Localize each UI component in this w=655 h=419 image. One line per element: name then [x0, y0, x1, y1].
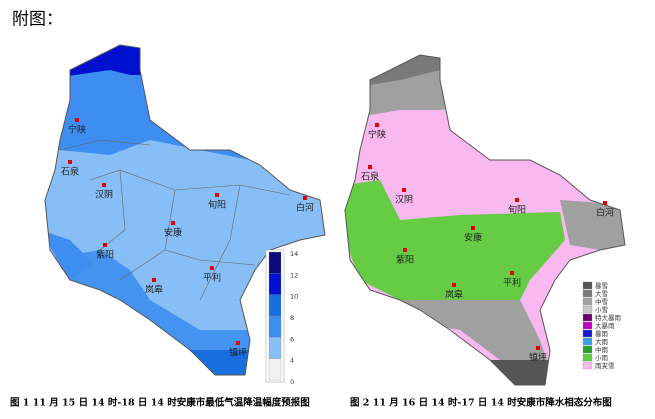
- county-label: 岚皋: [445, 289, 463, 301]
- county-label: 岚皋: [145, 284, 163, 296]
- legend-label: 大暴雨: [595, 321, 615, 330]
- county-label: 紫阳: [96, 250, 114, 261]
- county-label: 宁陕: [368, 129, 386, 141]
- county-label: 旬阳: [208, 199, 226, 211]
- county-marker: [152, 278, 156, 282]
- legend-label: 0: [290, 378, 294, 386]
- county-label: 汉阴: [95, 190, 113, 201]
- map-temperature: [45, 45, 325, 375]
- county-marker: [536, 346, 540, 350]
- legend-temperature: 14 12 10 8 6 4 0: [268, 250, 298, 386]
- legend-label: 暴雨: [595, 330, 609, 338]
- legend-swatch: [582, 345, 593, 354]
- caption: 图 2 11 月 16 日 14 时-17 日 14 时安康市降水相态分布图: [350, 397, 612, 409]
- legend-label: 10: [290, 293, 298, 301]
- county-label: 镇坪: [529, 352, 547, 364]
- legend-swatch: [582, 361, 593, 370]
- legend-label: 14: [290, 250, 298, 258]
- county-marker: [515, 198, 519, 202]
- legend-swatch: [582, 297, 593, 306]
- county-marker: [403, 248, 407, 252]
- legend-label: 4: [290, 357, 294, 365]
- county-label: 旬阳: [508, 204, 526, 216]
- legend-label: 中雪: [595, 297, 608, 306]
- legend-swatch: [268, 251, 282, 274]
- county-marker: [402, 188, 406, 192]
- legend-label: 12: [290, 271, 298, 279]
- county-label: 白河: [596, 207, 614, 219]
- legend-swatch: [582, 313, 593, 322]
- legend-swatch: [268, 273, 282, 295]
- legend-swatch: [268, 358, 282, 381]
- county-label: 宁陕: [68, 124, 86, 136]
- legend-label: 6: [290, 335, 294, 343]
- legend-swatch: [582, 337, 593, 346]
- legend-label: 小雨: [595, 353, 609, 362]
- county-marker: [215, 193, 219, 197]
- county-marker: [303, 196, 307, 200]
- legend-swatch: [582, 321, 593, 330]
- county-marker: [171, 221, 175, 225]
- legend-swatch: [582, 329, 593, 338]
- legend-swatch: [582, 305, 593, 314]
- county-marker: [471, 226, 475, 230]
- legend-label: 中雨: [595, 345, 609, 354]
- legend-label: 特大暴雨: [595, 313, 622, 322]
- county-marker: [236, 341, 240, 345]
- county-marker: [510, 271, 514, 275]
- legend-swatch: [582, 353, 593, 362]
- county-marker: [368, 165, 372, 169]
- legend-swatch: [582, 289, 593, 298]
- county-marker: [210, 266, 214, 270]
- county-marker: [603, 201, 607, 205]
- county-label: 白河: [296, 202, 314, 214]
- page-title: 附图：: [12, 10, 63, 30]
- legend-label: 8: [290, 314, 294, 322]
- county-label: 石泉: [361, 171, 379, 183]
- county-marker: [452, 283, 456, 287]
- legend-label: 大雨: [595, 337, 609, 346]
- caption: 图 1 11 月 15 日 14 时-18 日 14 时安康市最低气温降温幅度预…: [10, 397, 310, 409]
- county-label: 汉阴: [395, 195, 413, 206]
- county-marker: [103, 243, 107, 247]
- county-marker: [375, 123, 379, 127]
- legend-label: 暴雪: [595, 282, 608, 290]
- legend-swatch: [268, 337, 282, 359]
- county-marker: [75, 118, 79, 122]
- county-label: 平利: [203, 272, 221, 284]
- county-marker: [68, 160, 72, 164]
- county-label: 紫阳: [396, 255, 414, 266]
- county-label: 安康: [464, 232, 482, 244]
- legend-label: 雨夹雪: [595, 361, 615, 370]
- legend-label: 大雪: [595, 289, 608, 298]
- county-label: 镇坪: [229, 347, 247, 359]
- legend-swatch: [268, 315, 282, 338]
- county-label: 石泉: [61, 166, 79, 178]
- legend-swatch: [582, 281, 593, 290]
- legend-label: 小雪: [595, 305, 608, 314]
- legend-swatch: [268, 294, 282, 317]
- county-label: 平利: [503, 277, 521, 289]
- county-marker: [102, 183, 106, 187]
- county-label: 安康: [164, 227, 182, 239]
